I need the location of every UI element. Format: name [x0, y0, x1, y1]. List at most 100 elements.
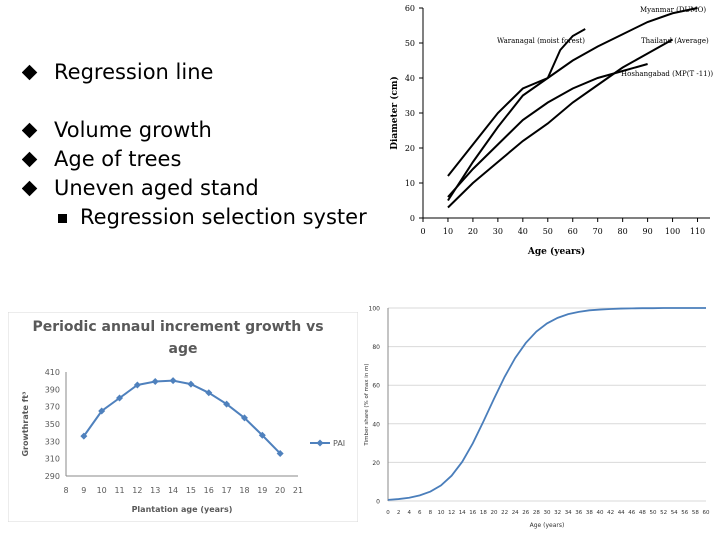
series-label: Hoshangabad (MP(T -11)) [621, 70, 713, 78]
x-tick-label: 60 [568, 227, 578, 236]
data-point [116, 394, 124, 402]
series-line [447, 7, 698, 202]
x-tick-label: 8 [429, 510, 433, 516]
y-tick-label: 390 [45, 385, 60, 394]
y-tick-label: 0 [410, 214, 415, 223]
x-tick-label: 19 [257, 486, 267, 495]
x-tick-label: 9 [81, 486, 86, 495]
x-tick-label: 60 [703, 510, 710, 516]
bullet-label: Age of trees [54, 147, 182, 171]
x-tick-label: 40 [518, 227, 528, 236]
x-tick-label: 0 [420, 227, 425, 236]
data-point [223, 400, 231, 408]
data-point [258, 431, 266, 439]
data-point [276, 449, 284, 457]
y-tick-label: 330 [45, 437, 60, 446]
bullet-label: Uneven aged stand [54, 176, 259, 200]
legend-marker [316, 439, 324, 447]
chart-title: Periodic annaul increment growth vs [32, 319, 323, 335]
x-tick-label: 16 [469, 510, 476, 516]
diamond-bullet-icon [22, 122, 38, 139]
square-bullet-icon [58, 214, 67, 223]
sub-bullet-label: Regression selection syster [80, 205, 367, 229]
x-tick-label: 46 [628, 510, 635, 516]
x-tick-label: 30 [544, 510, 551, 516]
x-tick-label: 50 [650, 510, 657, 516]
x-tick-label: 32 [554, 510, 561, 516]
y-axis-title: Diameter (cm) [389, 76, 400, 150]
data-point [80, 432, 88, 440]
y-tick-label: 290 [45, 472, 60, 481]
x-tick-label: 70 [593, 227, 603, 236]
diamond-bullet-icon [22, 151, 38, 168]
x-tick-label: 48 [639, 510, 646, 516]
y-tick-label: 410 [45, 368, 60, 377]
bullet-item: Volume growth [22, 116, 392, 145]
x-tick-label: 12 [132, 486, 142, 495]
x-tick-label: 13 [150, 486, 160, 495]
y-tick-label: 40 [405, 74, 415, 83]
x-tick-label: 4 [407, 510, 411, 516]
diamond-bullet-icon [22, 64, 38, 81]
x-tick-label: 10 [97, 486, 107, 495]
x-tick-label: 20 [491, 510, 498, 516]
series-label: Waranagal (moist forest) [497, 37, 585, 45]
data-point [133, 381, 141, 389]
y-tick-label: 10 [405, 179, 415, 188]
y-tick-label: 60 [372, 383, 380, 390]
x-tick-label: 90 [643, 227, 653, 236]
x-tick-label: 24 [512, 510, 519, 516]
data-point [240, 414, 248, 422]
x-tick-label: 6 [418, 510, 422, 516]
x-axis-title: Age (years) [530, 522, 565, 529]
x-tick-label: 16 [204, 486, 214, 495]
y-tick-label: 30 [405, 109, 415, 118]
x-tick-label: 30 [493, 227, 503, 236]
y-tick-label: 0 [376, 499, 380, 506]
y-tick-label: 20 [405, 144, 415, 153]
x-tick-label: 28 [533, 510, 540, 516]
y-tick-label: 310 [45, 455, 60, 464]
x-tick-label: 11 [114, 486, 124, 495]
y-tick-label: 100 [369, 306, 381, 313]
x-tick-label: 8 [63, 486, 68, 495]
diameter-age-chart: 0 10 20 30 40 50 60 0 10 20 30 40 50 60 70 80 90 100 110 Ag… [389, 4, 713, 257]
x-tick-label: 52 [660, 510, 667, 516]
series-label: Myanmar (DUMO) [640, 6, 706, 14]
y-tick-label: 20 [372, 460, 380, 467]
x-tick-label: 10 [438, 510, 445, 516]
x-tick-label: 22 [501, 510, 508, 516]
x-tick-label: 42 [607, 510, 614, 516]
series-line [447, 28, 586, 177]
x-axis-title: Plantation age (years) [132, 505, 233, 514]
chart-title: age [169, 341, 198, 357]
x-tick-label: 44 [618, 510, 625, 516]
data-point [151, 378, 159, 386]
sub-bullet-item: Regression selection syster [22, 203, 392, 232]
pai-growth-chart: Periodic annaul increment growth vs age 29… [8, 312, 358, 522]
x-tick-label: 100 [665, 227, 680, 236]
bullet-item: Uneven aged stand [22, 174, 392, 203]
data-point [98, 407, 106, 415]
series-line [83, 379, 281, 455]
x-tick-label: 110 [690, 227, 705, 236]
data-point [169, 377, 177, 385]
data-point [187, 380, 195, 388]
x-tick-label: 15 [186, 486, 196, 495]
x-tick-label: 12 [448, 510, 455, 516]
bullet-item: Age of trees [22, 145, 392, 174]
y-axis-title: Growthrate ft³ [21, 391, 30, 457]
y-tick-label: 60 [405, 4, 415, 13]
bullet-label: Regression line [54, 60, 214, 84]
series-label: Thailand (Average) [641, 37, 709, 45]
y-tick-label: 370 [45, 403, 60, 412]
x-tick-label: 17 [222, 486, 232, 495]
x-tick-label: 38 [586, 510, 593, 516]
bullet-label: Volume growth [54, 118, 212, 142]
series-line [447, 38, 674, 209]
x-tick-label: 0 [386, 510, 390, 516]
diamond-bullet-icon [22, 180, 38, 197]
x-axis-title: Age (years) [527, 246, 585, 257]
data-point [205, 389, 213, 397]
